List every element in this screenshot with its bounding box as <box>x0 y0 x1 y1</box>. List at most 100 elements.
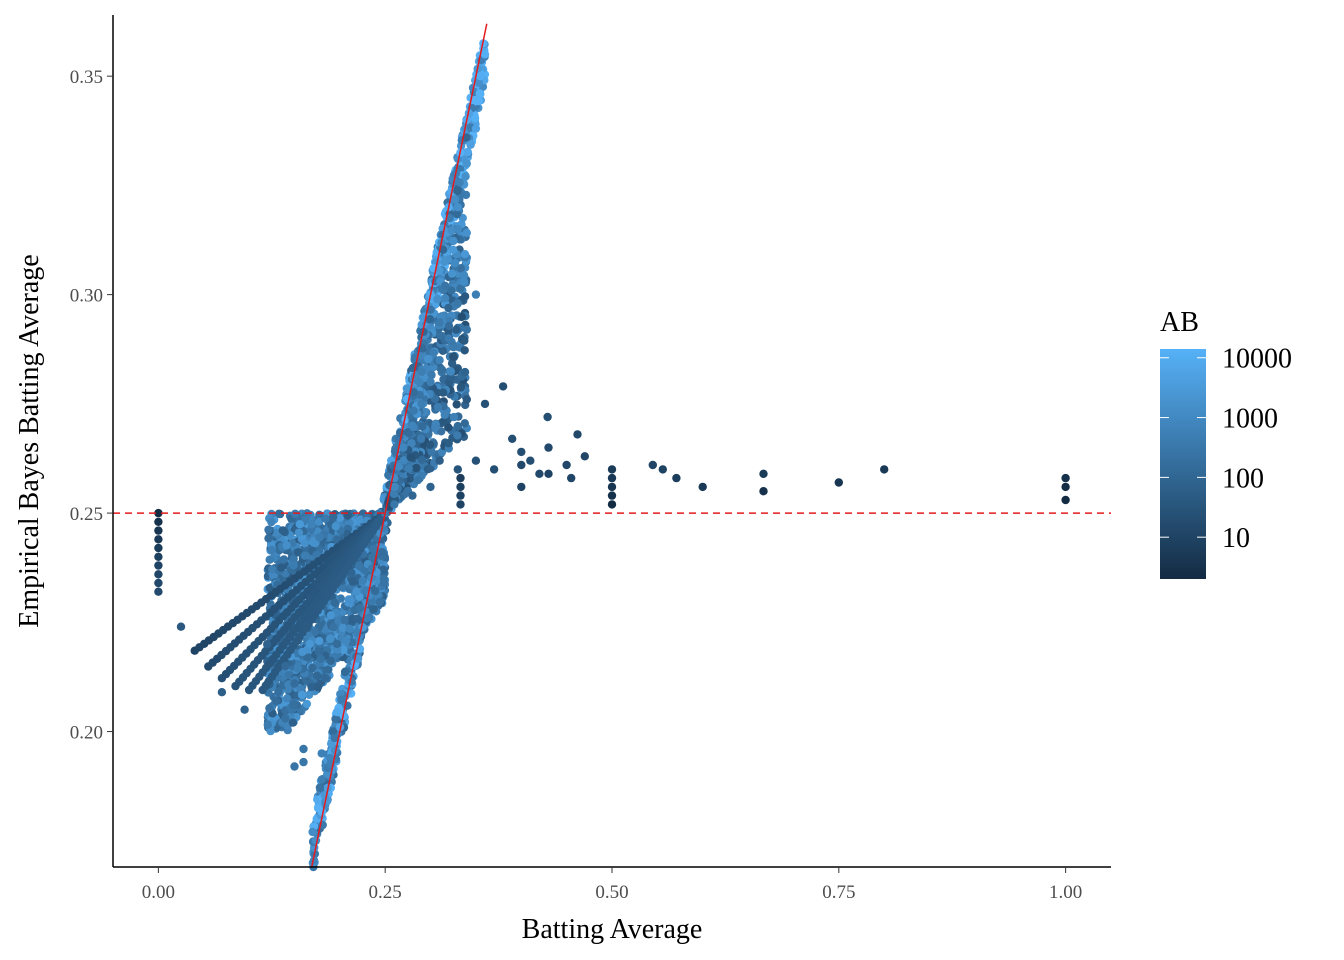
data-point <box>462 159 471 168</box>
data-point <box>264 534 273 543</box>
data-point <box>307 520 316 529</box>
data-point <box>447 359 457 368</box>
data-point <box>263 640 272 649</box>
legend-tick-label: 10 <box>1222 523 1250 554</box>
data-point <box>435 356 444 365</box>
data-point <box>390 500 399 509</box>
data-point <box>352 628 362 637</box>
data-point <box>340 667 350 677</box>
data-point <box>332 707 342 717</box>
data-point <box>154 587 163 596</box>
data-point <box>453 431 462 440</box>
data-point <box>456 473 465 483</box>
data-point <box>834 478 843 487</box>
data-point <box>294 548 303 557</box>
data-point <box>272 696 281 706</box>
data-point <box>880 465 889 474</box>
data-point <box>474 96 483 106</box>
x-tick-label: 1.00 <box>1049 882 1082 903</box>
data-point <box>281 714 290 723</box>
legend-colorbar <box>1160 349 1206 579</box>
data-point <box>452 209 462 219</box>
data-point <box>535 469 544 478</box>
data-point <box>368 553 377 562</box>
data-point <box>408 491 417 500</box>
data-point <box>297 690 307 700</box>
data-point <box>460 367 470 377</box>
data-point <box>607 465 617 474</box>
data-point <box>470 114 480 123</box>
data-point <box>446 367 455 376</box>
data-point <box>304 690 314 699</box>
data-point <box>461 172 470 181</box>
data-point <box>346 595 355 605</box>
data-point <box>154 535 163 544</box>
data-point <box>435 318 444 327</box>
data-point <box>154 543 163 553</box>
data-point <box>471 124 481 133</box>
data-point <box>431 423 440 432</box>
data-point <box>438 388 448 397</box>
data-point <box>449 412 459 422</box>
data-point <box>658 465 667 474</box>
data-point <box>406 452 415 462</box>
legend-ticks: 10 100 1000 10000 <box>1160 344 1292 554</box>
data-point <box>348 577 357 586</box>
data-point <box>314 517 324 526</box>
data-point <box>355 561 364 570</box>
data-point <box>435 266 444 275</box>
data-point <box>424 354 433 364</box>
data-point <box>294 528 304 537</box>
data-point <box>369 605 378 614</box>
data-point <box>416 434 426 443</box>
data-point <box>277 563 286 572</box>
data-point <box>471 456 481 465</box>
data-point <box>299 744 308 754</box>
data-point <box>339 645 348 654</box>
data-point <box>450 258 460 268</box>
y-tick-label: 0.35 <box>70 67 103 88</box>
data-point <box>444 303 453 313</box>
data-point <box>310 627 319 637</box>
y-axis-title: Empirical Bayes Batting Average <box>14 254 45 627</box>
y-tick-label: 0.30 <box>70 286 103 307</box>
data-point <box>335 513 344 523</box>
data-point <box>456 264 465 273</box>
data-point <box>404 464 413 473</box>
data-point <box>417 367 426 377</box>
data-point <box>463 147 472 157</box>
data-point <box>267 545 276 555</box>
data-point <box>407 439 416 448</box>
data-point <box>562 460 571 470</box>
data-point <box>315 533 324 542</box>
data-point <box>275 509 285 519</box>
data-point <box>413 476 422 485</box>
data-point <box>466 139 475 149</box>
data-point <box>154 561 163 570</box>
data-point <box>326 611 336 620</box>
data-point <box>417 399 426 409</box>
data-point <box>567 473 576 483</box>
data-point <box>1061 482 1070 492</box>
data-point <box>544 443 553 452</box>
data-point <box>453 299 462 308</box>
legend-tick-label: 10000 <box>1222 344 1292 375</box>
data-point <box>417 455 427 464</box>
data-point <box>444 423 453 432</box>
data-point <box>308 827 317 837</box>
data-point <box>268 565 277 574</box>
data-point <box>489 465 499 474</box>
data-point <box>412 463 421 473</box>
data-point <box>390 482 399 491</box>
data-point <box>526 456 535 465</box>
data-point <box>517 447 526 457</box>
data-point <box>355 603 365 613</box>
data-point <box>315 636 324 646</box>
data-point <box>672 473 681 483</box>
data-point <box>154 578 163 588</box>
axes <box>112 15 1111 868</box>
data-point <box>544 469 553 478</box>
data-point <box>298 647 307 657</box>
data-point <box>331 522 340 531</box>
